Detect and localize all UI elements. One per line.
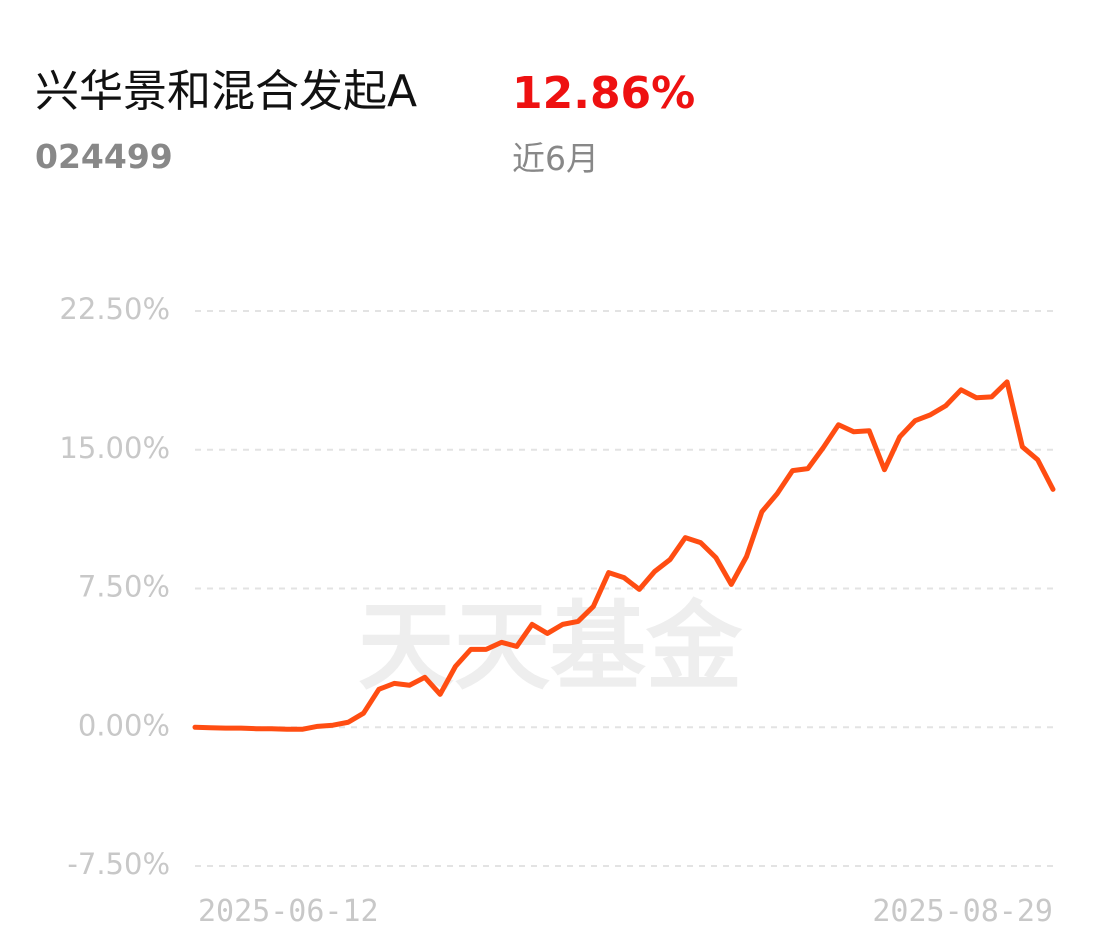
y-tick-label: 15.00% [59, 431, 170, 465]
period-label: 近6月 [512, 139, 599, 178]
y-tick-label: 22.50% [59, 292, 170, 326]
y-tick-label: 7.50% [78, 570, 170, 604]
period-return: 12.86% [512, 68, 695, 119]
line-series [192, 379, 1056, 732]
fund-name: 兴华景和混合发起A [35, 66, 417, 117]
watermark: 天天基金 [358, 591, 743, 703]
fund-code: 024499 [35, 137, 173, 176]
y-tick-label: -7.50% [67, 847, 170, 881]
y-tick-label: 0.00% [78, 708, 170, 742]
x-tick-label: 2025-06-12 [198, 894, 379, 929]
x-tick-label: 2025-08-29 [872, 894, 1053, 929]
